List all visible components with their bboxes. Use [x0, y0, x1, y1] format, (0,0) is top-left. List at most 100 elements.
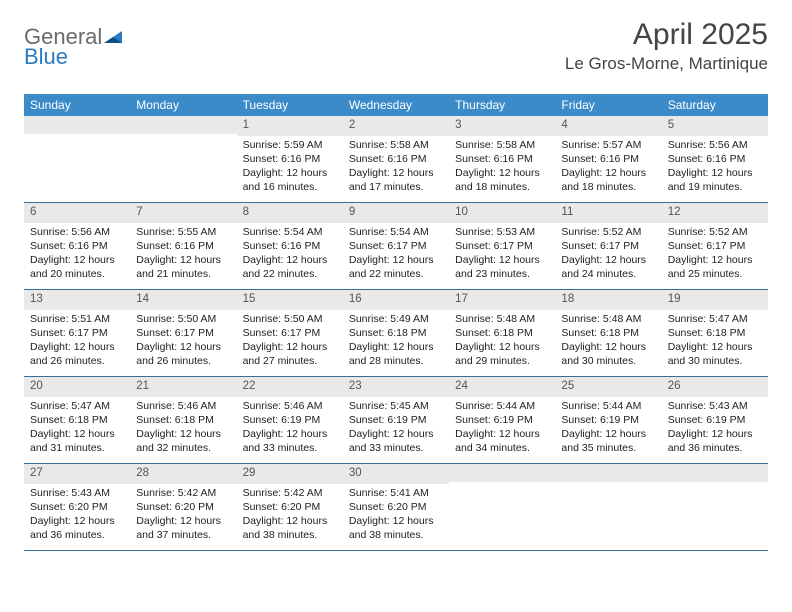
cell-body: Sunrise: 5:58 AMSunset: 6:16 PMDaylight:…	[343, 136, 449, 199]
day-header-sunday: Sunday	[24, 94, 130, 116]
cell-body	[449, 482, 555, 488]
cell-line: Daylight: 12 hours	[349, 253, 443, 267]
day-number: 14	[130, 290, 236, 310]
cell-line: and 27 minutes.	[243, 354, 337, 368]
cell-body: Sunrise: 5:57 AMSunset: 6:16 PMDaylight:…	[555, 136, 661, 199]
cell-line: Sunrise: 5:47 AM	[668, 312, 762, 326]
day-number: 19	[662, 290, 768, 310]
cell-line: Daylight: 12 hours	[561, 253, 655, 267]
cell-line: Sunrise: 5:47 AM	[30, 399, 124, 413]
cell-body: Sunrise: 5:49 AMSunset: 6:18 PMDaylight:…	[343, 310, 449, 373]
day-number: 7	[130, 203, 236, 223]
calendar-cell: 25Sunrise: 5:44 AMSunset: 6:19 PMDayligh…	[555, 377, 661, 463]
cell-line: Sunrise: 5:52 AM	[668, 225, 762, 239]
cell-line: Daylight: 12 hours	[136, 514, 230, 528]
calendar-cell: 16Sunrise: 5:49 AMSunset: 6:18 PMDayligh…	[343, 290, 449, 376]
cell-line: Daylight: 12 hours	[349, 166, 443, 180]
cell-body: Sunrise: 5:52 AMSunset: 6:17 PMDaylight:…	[555, 223, 661, 286]
cell-line: Sunset: 6:16 PM	[349, 152, 443, 166]
day-header-monday: Monday	[130, 94, 236, 116]
cell-line: and 23 minutes.	[455, 267, 549, 281]
cell-line: and 26 minutes.	[30, 354, 124, 368]
cell-line: and 26 minutes.	[136, 354, 230, 368]
day-number: 11	[555, 203, 661, 223]
day-number: 22	[237, 377, 343, 397]
day-number: 25	[555, 377, 661, 397]
cell-body: Sunrise: 5:52 AMSunset: 6:17 PMDaylight:…	[662, 223, 768, 286]
cell-body: Sunrise: 5:44 AMSunset: 6:19 PMDaylight:…	[449, 397, 555, 460]
cell-line: and 38 minutes.	[349, 528, 443, 542]
cell-line: and 22 minutes.	[243, 267, 337, 281]
cell-body: Sunrise: 5:51 AMSunset: 6:17 PMDaylight:…	[24, 310, 130, 373]
cell-body: Sunrise: 5:56 AMSunset: 6:16 PMDaylight:…	[24, 223, 130, 286]
cell-line: and 24 minutes.	[561, 267, 655, 281]
day-header-thursday: Thursday	[449, 94, 555, 116]
day-number: 2	[343, 116, 449, 136]
cell-line: and 28 minutes.	[349, 354, 443, 368]
calendar-cell	[555, 464, 661, 550]
cell-line: Sunrise: 5:42 AM	[243, 486, 337, 500]
cell-line: Sunrise: 5:42 AM	[136, 486, 230, 500]
cell-line: Sunrise: 5:50 AM	[243, 312, 337, 326]
calendar-cell	[449, 464, 555, 550]
cell-line: Daylight: 12 hours	[668, 427, 762, 441]
cell-line: Sunset: 6:19 PM	[243, 413, 337, 427]
cell-line: Daylight: 12 hours	[349, 340, 443, 354]
week-row: 6Sunrise: 5:56 AMSunset: 6:16 PMDaylight…	[24, 203, 768, 290]
cell-line: and 29 minutes.	[455, 354, 549, 368]
cell-line: Sunset: 6:19 PM	[668, 413, 762, 427]
day-number: 16	[343, 290, 449, 310]
cell-line: Sunrise: 5:58 AM	[455, 138, 549, 152]
cell-line: Daylight: 12 hours	[30, 514, 124, 528]
day-number: 1	[237, 116, 343, 136]
cell-body	[130, 134, 236, 140]
week-row: 27Sunrise: 5:43 AMSunset: 6:20 PMDayligh…	[24, 464, 768, 551]
cell-body: Sunrise: 5:41 AMSunset: 6:20 PMDaylight:…	[343, 484, 449, 547]
calendar-cell: 26 Sunrise: 5:43 AMSunset: 6:19 PMDayligh…	[662, 377, 768, 463]
cell-body: Sunrise: 5:59 AMSunset: 6:16 PMDaylight:…	[237, 136, 343, 199]
day-number: 27	[24, 464, 130, 484]
cell-body: Sunrise: 5:45 AMSunset: 6:19 PMDaylight:…	[343, 397, 449, 460]
day-number: 26	[662, 377, 768, 397]
cell-line: Sunrise: 5:44 AM	[455, 399, 549, 413]
day-number: 18	[555, 290, 661, 310]
cell-line: and 33 minutes.	[349, 441, 443, 455]
cell-body: Sunrise: 5:43 AMSunset: 6:20 PMDaylight:…	[24, 484, 130, 547]
cell-line: Sunset: 6:16 PM	[668, 152, 762, 166]
cell-line: Sunrise: 5:48 AM	[455, 312, 549, 326]
day-number: 24	[449, 377, 555, 397]
calendar-cell: 8Sunrise: 5:54 AMSunset: 6:16 PMDaylight…	[237, 203, 343, 289]
calendar-cell: 6Sunrise: 5:56 AMSunset: 6:16 PMDaylight…	[24, 203, 130, 289]
cell-line: Daylight: 12 hours	[668, 166, 762, 180]
cell-line: Sunset: 6:20 PM	[243, 500, 337, 514]
day-number: 28	[130, 464, 236, 484]
cell-line: Sunset: 6:18 PM	[136, 413, 230, 427]
calendar-cell: 29Sunrise: 5:42 AMSunset: 6:20 PMDayligh…	[237, 464, 343, 550]
cell-line: Sunset: 6:19 PM	[349, 413, 443, 427]
day-number: 5	[662, 116, 768, 136]
cell-line: Sunrise: 5:44 AM	[561, 399, 655, 413]
day-number: 20	[24, 377, 130, 397]
cell-line: Sunrise: 5:56 AM	[668, 138, 762, 152]
cell-line: and 35 minutes.	[561, 441, 655, 455]
cell-line: Daylight: 12 hours	[455, 427, 549, 441]
cell-line: Sunrise: 5:45 AM	[349, 399, 443, 413]
day-number: 29	[237, 464, 343, 484]
day-number: 17	[449, 290, 555, 310]
cell-line: Daylight: 12 hours	[30, 253, 124, 267]
cell-line: and 17 minutes.	[349, 180, 443, 194]
cell-line: Sunset: 6:17 PM	[136, 326, 230, 340]
day-number: 13	[24, 290, 130, 310]
cell-body: Sunrise: 5:54 AMSunset: 6:17 PMDaylight:…	[343, 223, 449, 286]
cell-line: and 31 minutes.	[30, 441, 124, 455]
calendar-cell: 17Sunrise: 5:48 AMSunset: 6:18 PMDayligh…	[449, 290, 555, 376]
cell-line: Sunset: 6:17 PM	[668, 239, 762, 253]
day-number: 12	[662, 203, 768, 223]
cell-line: Sunrise: 5:51 AM	[30, 312, 124, 326]
cell-line: Sunrise: 5:43 AM	[668, 399, 762, 413]
calendar-cell: 30Sunrise: 5:41 AMSunset: 6:20 PMDayligh…	[343, 464, 449, 550]
day-header-friday: Friday	[555, 94, 661, 116]
calendar-cell: 2Sunrise: 5:58 AMSunset: 6:16 PMDaylight…	[343, 116, 449, 202]
cell-line: Sunset: 6:17 PM	[455, 239, 549, 253]
calendar-cell: 19Sunrise: 5:47 AMSunset: 6:18 PMDayligh…	[662, 290, 768, 376]
